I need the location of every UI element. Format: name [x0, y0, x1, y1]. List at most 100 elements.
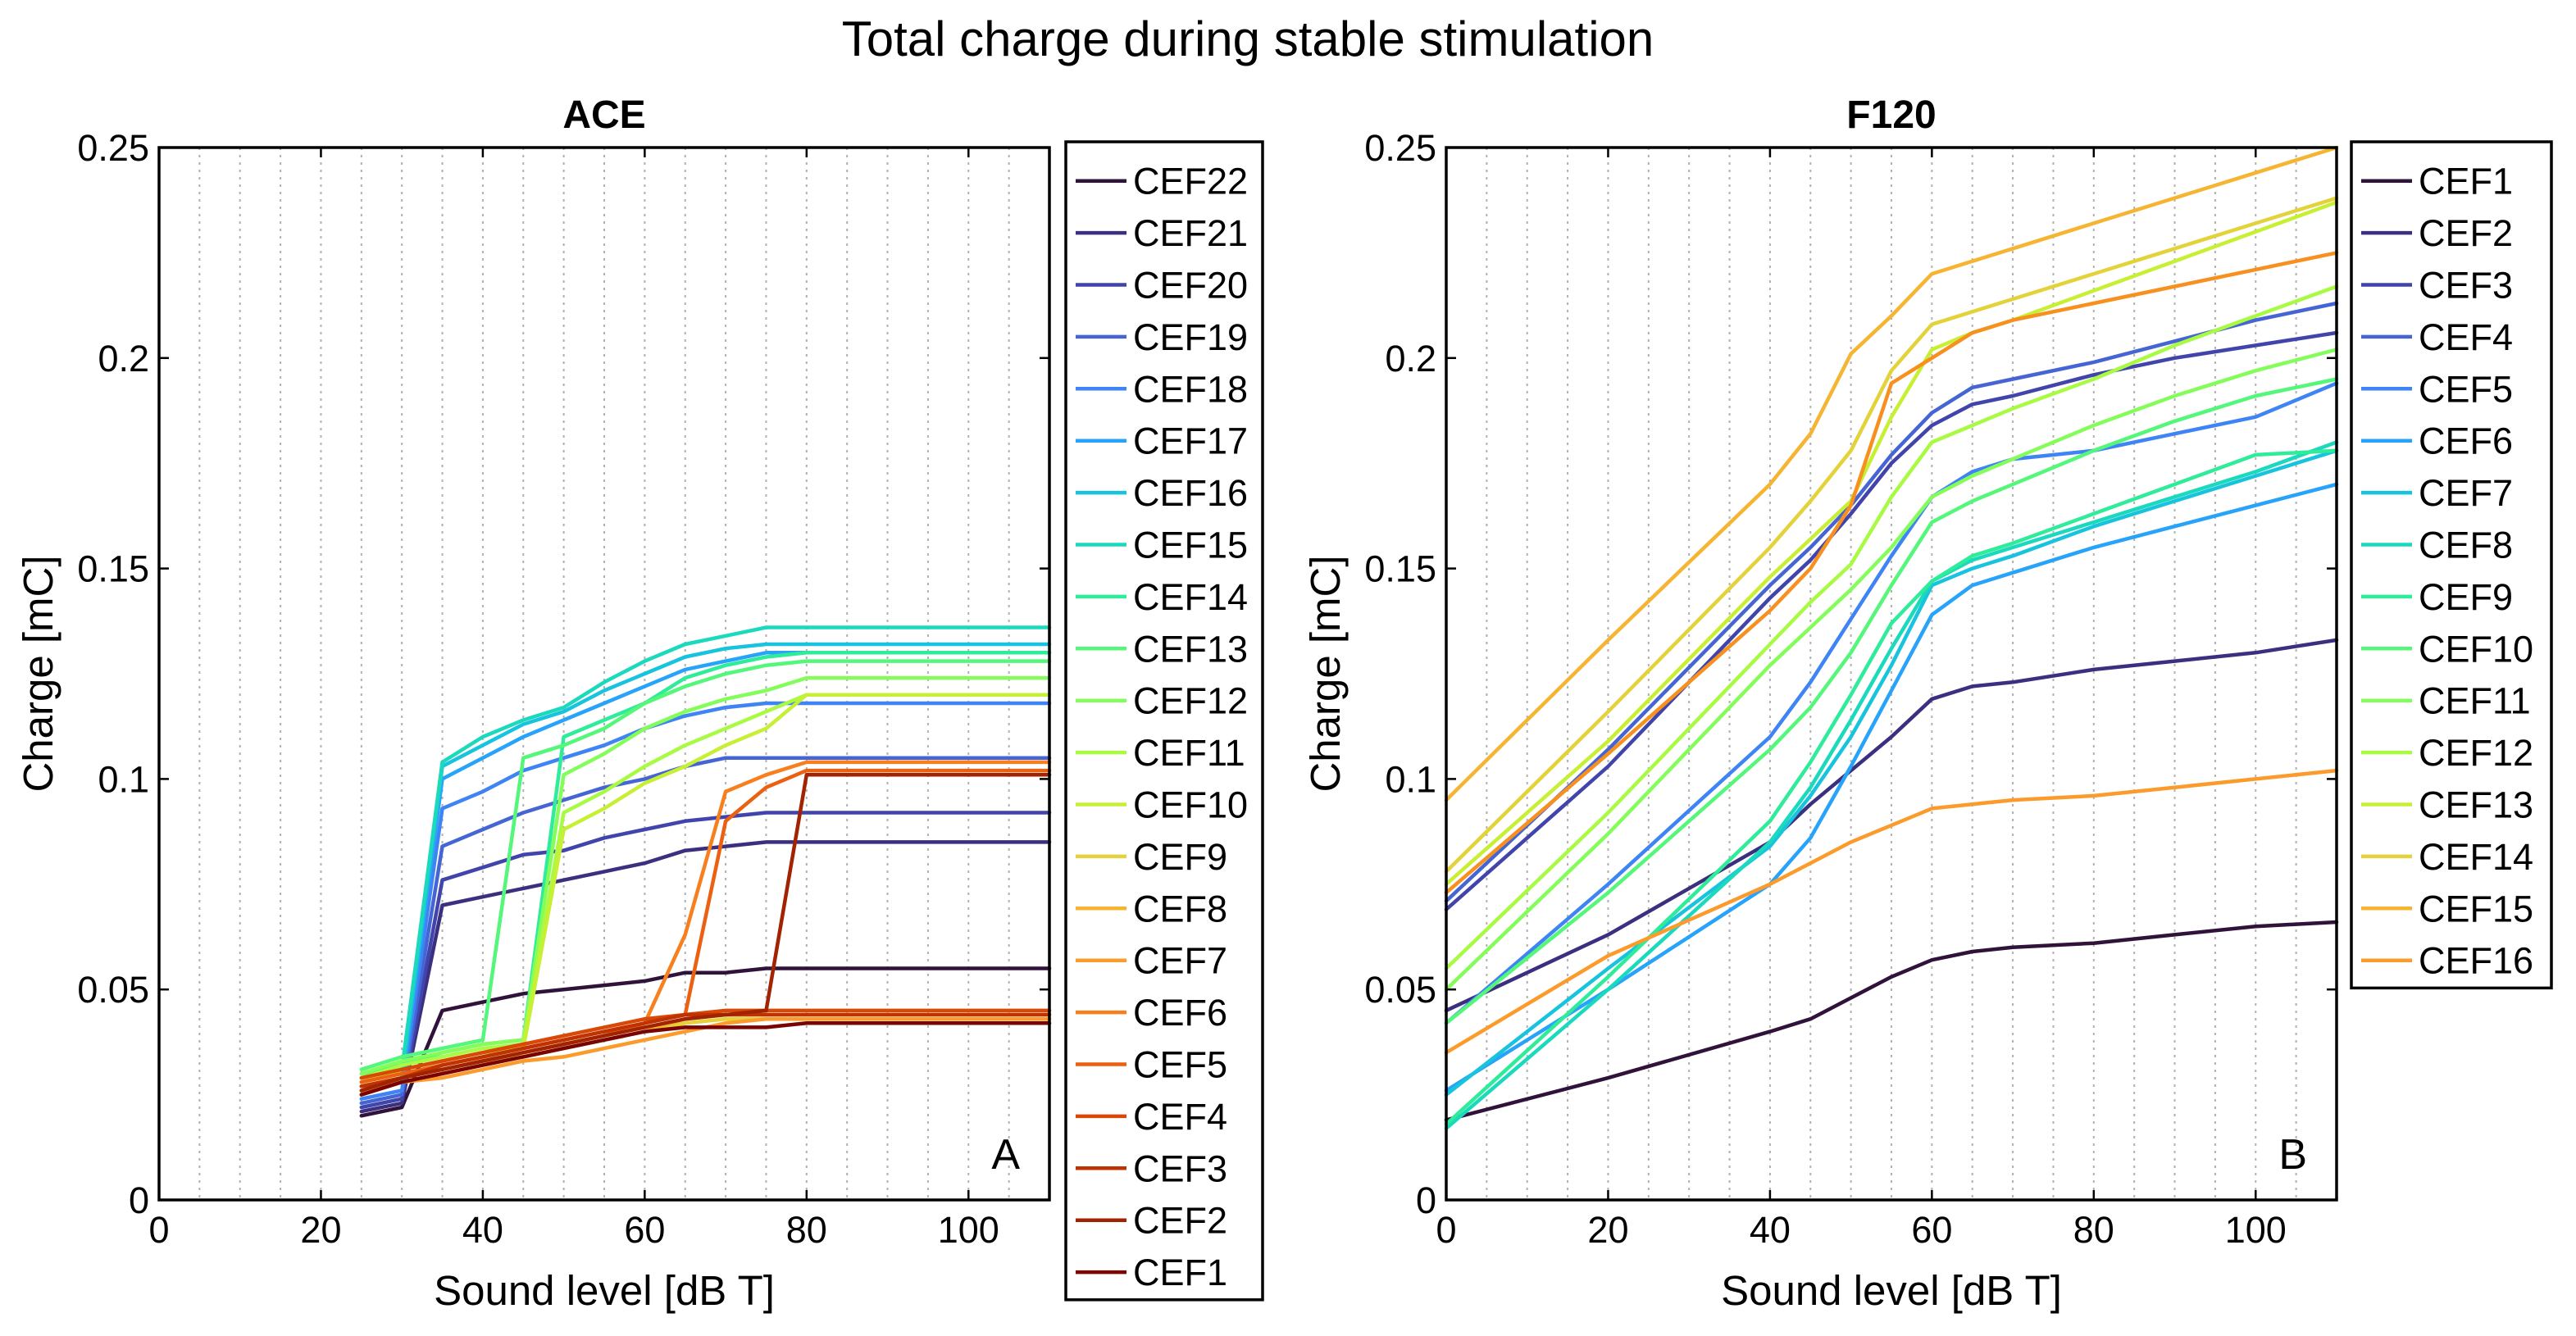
legend-entry-cef15: CEF15 [1133, 525, 1248, 566]
series-line-cef9 [1444, 448, 2339, 1126]
legend-entry-cef16: CEF16 [2419, 940, 2533, 982]
legend-entry-cef1: CEF1 [1133, 1252, 1227, 1293]
x-tick-label: 0 [1436, 1209, 1456, 1251]
legend-entry-cef2: CEF2 [1133, 1200, 1227, 1242]
x-tick-label: 60 [1911, 1209, 1952, 1251]
legend-entry-cef5: CEF5 [1133, 1044, 1227, 1086]
legend-entry-cef20: CEF20 [1133, 265, 1248, 307]
legend-entry-cef2: CEF2 [2419, 212, 2513, 254]
legend-entry-cef11: CEF11 [2419, 680, 2531, 722]
x-tick-label: 60 [624, 1209, 665, 1251]
legend: CEF22 CEF21 CEF20 CEF19 CEF18 CEF17 CEF16 CEF15… [1064, 140, 1264, 1302]
panel-title: F120 [1846, 93, 1936, 137]
legend-entry-cef12: CEF12 [2419, 732, 2533, 774]
legend-entry-cef11: CEF11 [1133, 732, 1245, 774]
x-tick-label: 80 [786, 1209, 827, 1251]
panel-title: ACE [562, 93, 645, 137]
x-axis-label: Sound level [dB T] [434, 1267, 775, 1314]
series-line-cef12 [359, 675, 1052, 1076]
legend-entry-cef15: CEF15 [2419, 888, 2533, 929]
x-tick-label: 100 [938, 1209, 999, 1251]
series-line-cef19 [359, 756, 1052, 1106]
legend-entry-cef13: CEF13 [2419, 784, 2533, 826]
legend-entry-cef14: CEF14 [1133, 576, 1248, 618]
legend-entry-cef10: CEF10 [2419, 628, 2533, 670]
legend-entry-cef12: CEF12 [1133, 680, 1248, 722]
x-tick-label: 40 [1750, 1209, 1791, 1251]
series-line-cef14 [1444, 196, 2339, 874]
y-tick-label: 0 [129, 1179, 149, 1221]
series-line-cef22 [359, 966, 1052, 1118]
y-tick-label: 0.1 [1385, 758, 1436, 800]
axes-frame [1445, 146, 2338, 1202]
legend-entry-cef22: CEF22 [1133, 161, 1248, 202]
legend-entry-cef13: CEF13 [1133, 628, 1248, 670]
legend-entry-cef8: CEF8 [1133, 888, 1227, 929]
legend-box [1064, 140, 1264, 1302]
legend-entry-cef4: CEF4 [1133, 1096, 1227, 1138]
legend-entry-cef17: CEF17 [1133, 420, 1248, 462]
y-tick-label: 0.25 [77, 127, 149, 169]
y-tick-label: 0.2 [98, 338, 149, 379]
legend-entry-cef14: CEF14 [2419, 836, 2533, 878]
panel-label: B [2278, 1131, 2307, 1179]
panel-ace: 0 20 40 60 80 100 0 0.05 0.1 0.15 0.2 0.25 ACE Sound … [15, 93, 1264, 1314]
series-line-cef2 [359, 773, 1052, 1093]
series-line-cef21 [359, 840, 1052, 1114]
legend-entry-cef10: CEF10 [1133, 784, 1248, 826]
series-line-cef16 [1444, 768, 2339, 1055]
legend-entry-cef7: CEF7 [1133, 940, 1227, 982]
y-tick-label: 0.15 [77, 548, 149, 590]
series-line-cef13 [359, 659, 1052, 1072]
y-tick-label: 0.05 [1364, 969, 1436, 1011]
series-line-cef15 [359, 625, 1052, 1080]
legend-entry-cef18: CEF18 [1133, 368, 1248, 410]
series-line-cef4 [1444, 301, 2339, 903]
legend-box [2350, 140, 2553, 990]
y-tick-label: 0.05 [77, 969, 149, 1011]
x-tick-label: 0 [148, 1209, 169, 1251]
series-line-unlabeled-16 [1444, 251, 2339, 895]
legend-entry-cef21: CEF21 [1133, 212, 1248, 254]
legend-entry-cef8: CEF8 [2419, 525, 2513, 566]
y-tick-label: 0.25 [1364, 127, 1436, 169]
legend-entry-cef3: CEF3 [2419, 265, 2513, 307]
legend-entry-cef5: CEF5 [2419, 368, 2513, 410]
legend-entry-cef9: CEF9 [2419, 576, 2513, 618]
panel-label: A [991, 1131, 1020, 1179]
y-axis-label: Charge [mC] [1302, 555, 1349, 792]
legend-entry-cef3: CEF3 [1133, 1147, 1227, 1189]
y-axis-label: Charge [mC] [15, 555, 61, 792]
y-tick-label: 0 [1416, 1179, 1436, 1221]
legend-entry-cef7: CEF7 [2419, 472, 2513, 514]
legend-entry-cef4: CEF4 [2419, 316, 2513, 358]
figure-title: Total charge during stable stimulation [842, 11, 1654, 66]
x-tick-label: 100 [2225, 1209, 2287, 1251]
x-tick-label: 80 [2073, 1209, 2114, 1251]
legend-entry-cef19: CEF19 [1133, 316, 1248, 358]
legend-entry-cef6: CEF6 [1133, 992, 1227, 1034]
series-line-cef3 [359, 1012, 1052, 1088]
y-tick-label: 0.2 [1385, 338, 1436, 379]
series-line-cef13 [1444, 200, 2339, 887]
series-line-cef15 [1444, 145, 2339, 802]
series-line-cef1 [359, 1021, 1052, 1097]
x-axis-label: Sound level [dB T] [1721, 1267, 2062, 1314]
series-line-cef1 [1444, 920, 2339, 1122]
series-line-cef12 [1444, 284, 2339, 970]
series-line-cef3 [1444, 330, 2339, 911]
x-tick-label: 20 [1587, 1209, 1628, 1251]
legend-entry-cef6: CEF6 [2419, 420, 2513, 462]
x-tick-label: 40 [462, 1209, 503, 1251]
series-line-cef10 [1444, 377, 2339, 1025]
legend-entry-cef16: CEF16 [1133, 472, 1248, 514]
series-line-cef11 [1444, 348, 2339, 992]
panel-f120: 0 20 40 60 80 100 0 0.05 0.1 0.15 0.2 0.25 F120 Sound… [1302, 93, 2553, 1314]
axes-frame [157, 146, 1051, 1202]
legend: CEF1 CEF2 CEF3 CEF4 CEF5 CEF6 CEF7 CEF8 CEF9 CEF1… [2350, 140, 2553, 990]
legend-entry-cef9: CEF9 [1133, 836, 1227, 878]
x-tick-label: 20 [300, 1209, 341, 1251]
series-line-cef7 [359, 1016, 1052, 1097]
series-line-cef20 [359, 811, 1052, 1110]
